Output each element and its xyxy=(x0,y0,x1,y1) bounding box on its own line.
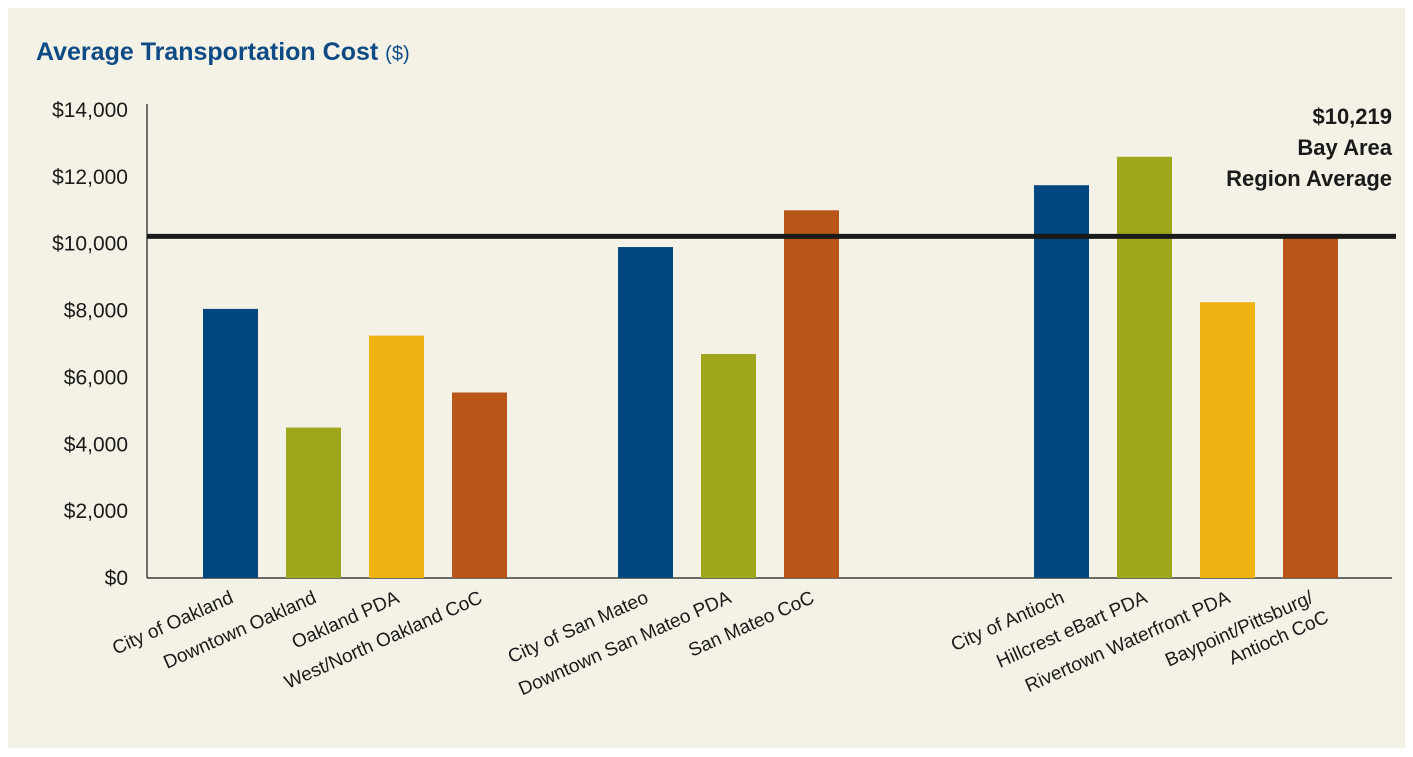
bar xyxy=(1034,185,1089,578)
bar xyxy=(286,427,341,578)
y-tick-label: $14,000 xyxy=(52,99,128,122)
y-tick-label: $6,000 xyxy=(64,366,128,389)
bar xyxy=(1200,302,1255,578)
bar xyxy=(1117,156,1172,579)
region-average-label-line: $10,219 xyxy=(1312,104,1392,129)
bar xyxy=(784,210,839,579)
y-tick-label: $10,000 xyxy=(52,233,128,256)
bar xyxy=(203,308,258,578)
chart-title-unit: ($) xyxy=(385,43,410,65)
bar xyxy=(618,247,673,579)
bar xyxy=(369,335,424,578)
bar xyxy=(452,392,507,578)
region-average-label: $10,219 Bay Area Region Average xyxy=(1226,104,1393,191)
y-tick-label: $8,000 xyxy=(64,300,128,323)
chart-title-block: Average Transportation Cost ($) xyxy=(36,38,410,67)
bar xyxy=(701,354,756,578)
region-average-label-line: Bay Area xyxy=(1297,135,1392,160)
category-label: Baypoint/Pittsburg/Antioch CoC xyxy=(1162,585,1331,693)
y-tick-label: $0 xyxy=(105,567,128,590)
y-tick-label: $2,000 xyxy=(64,500,128,523)
region-average-label-line: Region Average xyxy=(1226,166,1392,191)
bar xyxy=(1283,235,1338,578)
y-tick-label: $4,000 xyxy=(64,433,128,456)
chart-title: Average Transportation Cost xyxy=(36,38,379,66)
y-tick-label: $12,000 xyxy=(52,166,128,189)
